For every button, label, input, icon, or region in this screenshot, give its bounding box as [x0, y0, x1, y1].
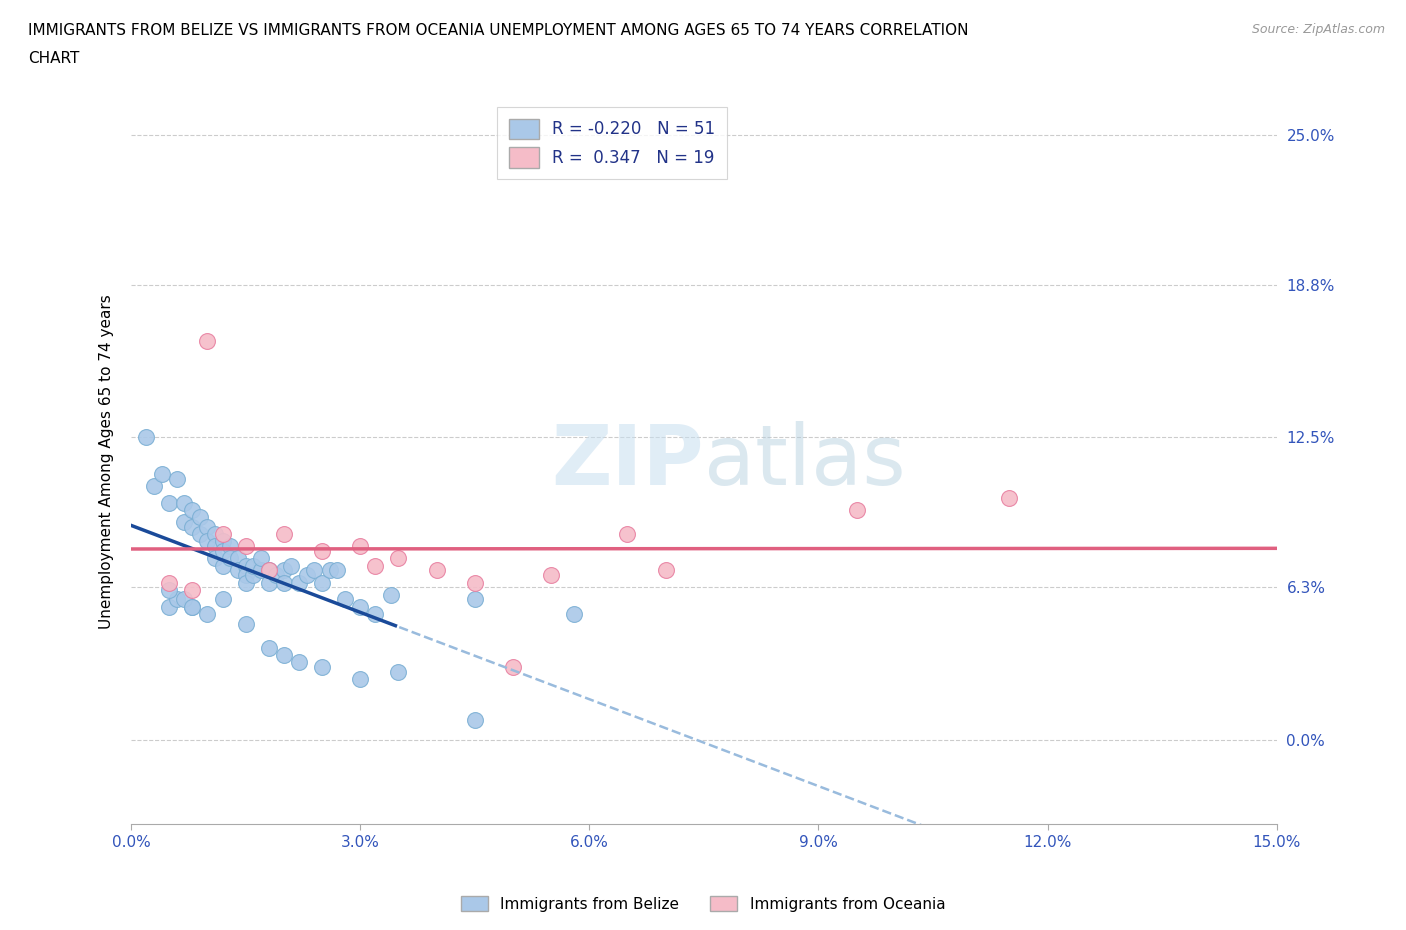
Point: [562, 606, 585, 621]
Point: [333, 592, 356, 607]
Text: CHART: CHART: [28, 51, 80, 66]
Legend: R = -0.220   N = 51, R =  0.347   N = 19: R = -0.220 N = 51, R = 0.347 N = 19: [498, 107, 727, 179]
Text: Source: ZipAtlas.com: Source: ZipAtlas.com: [1251, 23, 1385, 36]
Point: [142, 478, 165, 493]
Point: [349, 538, 371, 553]
Point: [464, 575, 486, 590]
Point: [273, 526, 295, 541]
Point: [181, 599, 204, 614]
Point: [295, 568, 318, 583]
Point: [166, 472, 188, 486]
Text: atlas: atlas: [704, 421, 905, 502]
Point: [311, 575, 333, 590]
Point: [288, 575, 311, 590]
Point: [157, 575, 180, 590]
Point: [157, 582, 180, 597]
Point: [235, 575, 257, 590]
Point: [181, 520, 204, 535]
Point: [364, 558, 387, 573]
Point: [204, 538, 226, 553]
Y-axis label: Unemployment Among Ages 65 to 74 years: Unemployment Among Ages 65 to 74 years: [100, 294, 114, 629]
Point: [181, 502, 204, 517]
Point: [264, 568, 287, 583]
Point: [998, 490, 1021, 505]
Point: [188, 526, 211, 541]
Text: IMMIGRANTS FROM BELIZE VS IMMIGRANTS FROM OCEANIA UNEMPLOYMENT AMONG AGES 65 TO : IMMIGRANTS FROM BELIZE VS IMMIGRANTS FRO…: [28, 23, 969, 38]
Point: [311, 659, 333, 674]
Point: [845, 502, 868, 517]
Point: [197, 534, 219, 549]
Point: [173, 514, 195, 529]
Point: [464, 592, 486, 607]
Point: [150, 466, 173, 481]
Point: [387, 665, 409, 680]
Point: [250, 551, 273, 565]
Point: [211, 534, 233, 549]
Point: [242, 568, 264, 583]
Point: [157, 496, 180, 511]
Point: [349, 671, 371, 686]
Point: [288, 655, 311, 670]
Point: [280, 558, 302, 573]
Point: [211, 558, 233, 573]
Point: [257, 563, 280, 578]
Point: [211, 592, 233, 607]
Point: [311, 544, 333, 559]
Point: [257, 575, 280, 590]
Point: [304, 563, 326, 578]
Point: [654, 563, 676, 578]
Point: [364, 606, 387, 621]
Point: [157, 599, 180, 614]
Text: ZIP: ZIP: [551, 421, 704, 502]
Point: [387, 551, 409, 565]
Point: [197, 333, 219, 348]
Point: [380, 587, 402, 602]
Point: [226, 551, 249, 565]
Point: [211, 544, 233, 559]
Point: [197, 520, 219, 535]
Point: [173, 496, 195, 511]
Point: [235, 558, 257, 573]
Point: [235, 538, 257, 553]
Point: [235, 568, 257, 583]
Point: [349, 599, 371, 614]
Point: [173, 592, 195, 607]
Point: [250, 563, 273, 578]
Point: [204, 526, 226, 541]
Point: [502, 659, 524, 674]
Legend: Immigrants from Belize, Immigrants from Oceania: Immigrants from Belize, Immigrants from …: [454, 889, 952, 918]
Point: [326, 563, 349, 578]
Point: [257, 563, 280, 578]
Point: [166, 592, 188, 607]
Point: [273, 563, 295, 578]
Point: [197, 606, 219, 621]
Point: [257, 641, 280, 656]
Point: [242, 558, 264, 573]
Point: [540, 568, 562, 583]
Point: [181, 599, 204, 614]
Point: [181, 582, 204, 597]
Point: [211, 526, 233, 541]
Point: [318, 563, 340, 578]
Point: [273, 575, 295, 590]
Point: [616, 526, 638, 541]
Point: [273, 647, 295, 662]
Point: [226, 563, 249, 578]
Point: [135, 430, 157, 445]
Point: [219, 551, 242, 565]
Point: [425, 563, 447, 578]
Point: [235, 617, 257, 631]
Point: [188, 510, 211, 525]
Point: [464, 713, 486, 728]
Point: [219, 538, 242, 553]
Point: [204, 551, 226, 565]
